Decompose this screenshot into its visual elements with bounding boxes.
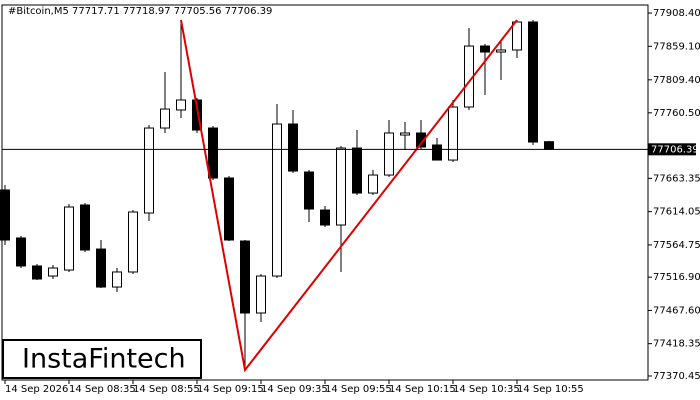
candle-body — [528, 21, 538, 143]
last-price-label: 77706.39 — [651, 144, 699, 155]
candle-body — [304, 171, 314, 210]
y-tick-label: 77760.50 — [653, 108, 700, 119]
candle-body — [336, 147, 346, 226]
plot-frame — [1, 4, 649, 381]
x-tick-label: 14 Sep 09:15 — [197, 384, 264, 395]
candle-body — [416, 132, 426, 148]
candle-body — [48, 267, 58, 277]
y-tick-label: 77859.10 — [653, 41, 700, 52]
candle-body — [432, 144, 442, 161]
x-tick-label: 14 Sep 09:35 — [261, 384, 328, 395]
candle-body — [368, 174, 378, 194]
candle-body — [128, 211, 138, 273]
x-tick-label: 14 Sep 2026 — [5, 384, 68, 395]
chart-title: #Bitcoin,M5 77717.71 77718.97 77705.56 7… — [8, 6, 272, 17]
candle-body — [272, 123, 282, 277]
candle-body — [256, 275, 266, 314]
logo: InstaFintech — [22, 344, 186, 375]
x-tick-label: 14 Sep 10:15 — [389, 384, 456, 395]
candle-body — [32, 265, 42, 280]
pattern-line — [180, 19, 518, 373]
x-tick-label: 14 Sep 08:35 — [69, 384, 136, 395]
candle-body — [352, 147, 362, 194]
x-tick-label: 14 Sep 10:35 — [453, 384, 520, 395]
candle-body — [512, 21, 522, 51]
candle-body — [480, 45, 490, 53]
candle-body — [320, 209, 330, 226]
y-tick-label: 77418.35 — [653, 339, 700, 350]
candle-body — [64, 206, 74, 271]
candle-body — [544, 141, 554, 150]
y-tick-label: 77908.40 — [653, 8, 700, 19]
candle-body — [400, 132, 410, 136]
candle-body — [80, 204, 90, 251]
marks — [0, 20, 554, 371]
candle-body — [208, 127, 218, 179]
y-tick-label: 77370.45 — [653, 371, 700, 382]
candle-body — [384, 132, 394, 176]
y-tick-label: 77516.90 — [653, 272, 700, 283]
candle-body — [16, 237, 26, 267]
candle-body — [0, 189, 10, 241]
logo-box — [2, 339, 202, 379]
candle-body — [112, 271, 122, 288]
candle-body — [288, 123, 298, 172]
x-tick-label: 14 Sep 08:55 — [133, 384, 200, 395]
y-tick-label: 77809.40 — [653, 75, 700, 86]
candle-body — [240, 240, 250, 314]
candle-body — [160, 108, 170, 129]
y-tick-label: 77663.35 — [653, 173, 700, 184]
candle-body — [448, 106, 458, 161]
y-tick-label: 77564.75 — [653, 240, 700, 251]
y-tick-label: 77614.05 — [653, 207, 700, 218]
last-price-box — [648, 143, 696, 156]
candle-body — [224, 177, 234, 241]
candle-body — [192, 99, 202, 131]
x-tick-label: 14 Sep 09:55 — [325, 384, 392, 395]
candle-body — [176, 99, 186, 111]
candle-body — [144, 127, 154, 214]
y-tick-label: 77467.60 — [653, 305, 700, 316]
candle-body — [96, 248, 106, 288]
x-tick-label: 14 Sep 10:55 — [517, 384, 584, 395]
candle-body — [496, 49, 506, 53]
